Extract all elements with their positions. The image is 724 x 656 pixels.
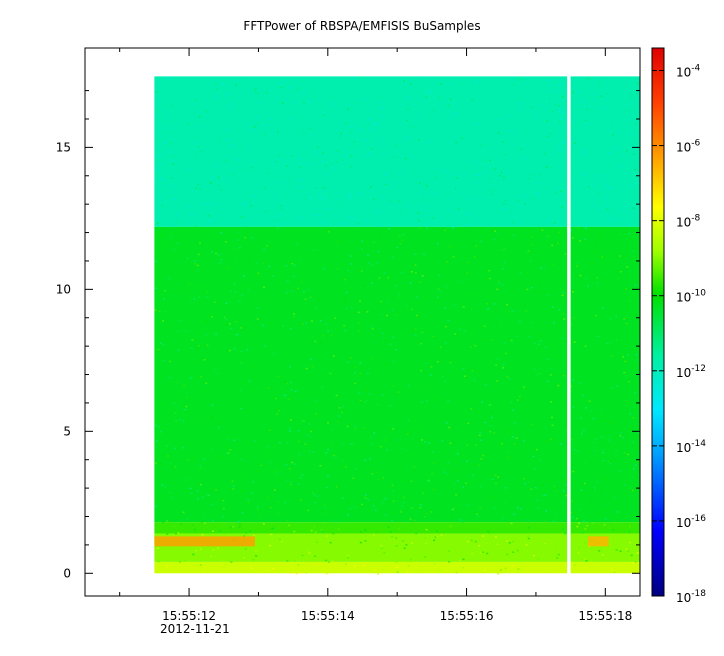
spectrogram-band bbox=[154, 522, 640, 534]
x-tick-label: 15:55:14 bbox=[301, 609, 355, 623]
y-axis: 0 5 10 15 bbox=[56, 90, 640, 580]
spectrogram-noise bbox=[154, 76, 640, 575]
colorbar-tick-label: 10-12 bbox=[676, 364, 706, 380]
colorbar-tick-label: 10-10 bbox=[676, 289, 706, 305]
spectrogram-heatmap bbox=[154, 74, 640, 576]
colorbar-tick-label: 10-8 bbox=[676, 214, 701, 230]
y-tick-label: 15 bbox=[56, 140, 71, 154]
spectrogram-feature bbox=[587, 536, 609, 547]
colorbar-tick-label: 10-16 bbox=[676, 514, 706, 530]
colorbar-tick-label: 10-18 bbox=[676, 589, 706, 605]
colorbar-tick-label: 10-6 bbox=[676, 139, 701, 155]
plot-frame bbox=[84, 47, 641, 597]
y-tick-label: 10 bbox=[56, 282, 71, 296]
colorbar-tick-label: 10-4 bbox=[676, 64, 701, 80]
x-tick-label: 15:55:16 bbox=[440, 609, 494, 623]
spectrogram-feature bbox=[154, 536, 255, 547]
x-tick-label: 15:55:12 bbox=[162, 609, 216, 623]
chart-title: FFTPower of RBSPA/EMFISIS BuSamples bbox=[243, 19, 480, 33]
colorbar-tick-label: 10-14 bbox=[676, 439, 706, 455]
x-tick-label: 15:55:18 bbox=[578, 609, 632, 623]
spectrogram-band bbox=[154, 76, 640, 227]
colorbar-ticks: 10-4 10-6 10-8 10-10 10-12 10-14 10-16 10-18 bbox=[652, 64, 706, 605]
x-axis: 15:55:12 15:55:14 15:55:16 15:55:18 bbox=[119, 48, 632, 623]
data-gap bbox=[567, 74, 571, 576]
x-date-label: 2012-11-21 bbox=[160, 622, 230, 636]
y-tick-label: 5 bbox=[63, 424, 71, 438]
spectrogram-band bbox=[154, 226, 640, 523]
y-tick-label: 0 bbox=[63, 566, 71, 580]
colorbar bbox=[651, 47, 665, 597]
